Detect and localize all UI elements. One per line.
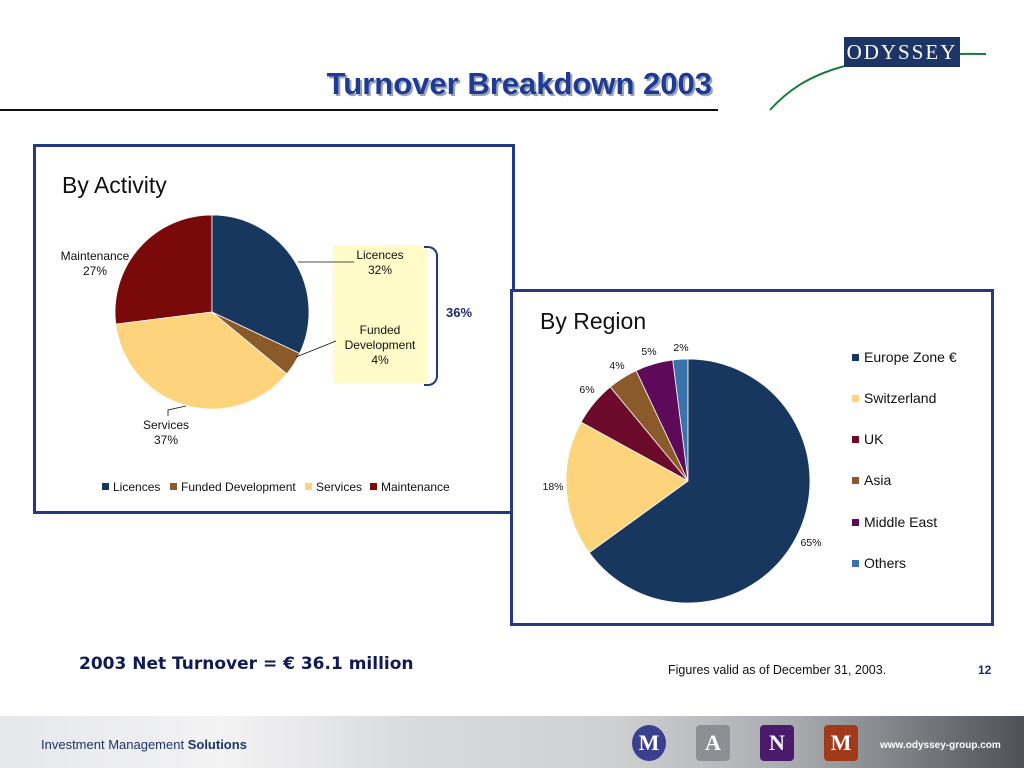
footer-band: Investment Management Solutions M A N M … <box>0 716 1024 768</box>
bracket-icon <box>424 246 438 386</box>
region-value-others: 2% <box>673 342 689 354</box>
region-value-uk: 6% <box>579 384 595 396</box>
legend-swatch-uk <box>852 435 859 443</box>
legend-swatch-services <box>305 483 312 491</box>
footer-tagline-bold: Solutions <box>187 737 247 752</box>
funded-label-value: 4% <box>371 353 389 367</box>
badge-icon-4: M <box>824 725 858 761</box>
legend-item-others: Others <box>852 555 906 571</box>
legend-swatch-licences <box>102 483 109 491</box>
badge-icon-2: A <box>696 725 730 761</box>
badge-icon-1: M <box>632 725 666 761</box>
legend-label-others: Others <box>864 555 907 571</box>
legend-label-services: Services <box>316 480 363 494</box>
footer-url: www.odyssey-group.com <box>880 740 1001 751</box>
legend-label-switzerland: Switzerland <box>864 390 937 406</box>
region-value-asia: 4% <box>609 360 625 372</box>
funded-label-name-2: Development <box>344 338 416 352</box>
legend-swatch-maintenance <box>370 483 377 491</box>
maintenance-label-value: 27% <box>82 264 108 278</box>
legend-item-licences: Licences <box>102 480 160 494</box>
page-title: Turnover Breakdown 2003 <box>326 66 712 101</box>
services-label-name: Services <box>142 418 189 432</box>
region-value-switzerland: 18% <box>542 481 564 493</box>
activity-panel <box>33 144 515 514</box>
title-rule <box>0 109 718 111</box>
legend-item-asia: Asia <box>852 472 891 488</box>
badge-icon-3: N <box>760 725 794 761</box>
activity-heading: By Activity <box>62 172 167 198</box>
region-value-middle-east: 5% <box>641 346 657 358</box>
legend-item-funded: Funded Development <box>170 480 296 494</box>
legend-swatch-europe <box>852 353 859 361</box>
legend-swatch-middle-east <box>852 518 859 526</box>
region-value-europe: 65% <box>800 537 822 549</box>
legend-item-maintenance: Maintenance <box>370 480 450 494</box>
bracket-total-label: 36% <box>446 305 473 320</box>
licences-label: Licences 32% <box>335 248 425 278</box>
legend-label-asia: Asia <box>864 472 892 488</box>
legend-item-uk: UK <box>852 431 883 447</box>
legend-item-services: Services <box>305 480 362 494</box>
legend-label-licences: Licences <box>113 480 161 494</box>
licences-label-name: Licences <box>356 248 404 262</box>
legend-item-europe: Europe Zone € <box>852 349 957 365</box>
funded-label: Funded Development 4% <box>335 323 425 368</box>
legend-swatch-others <box>852 559 859 567</box>
licences-label-value: 32% <box>367 263 393 277</box>
legend-swatch-funded <box>170 483 177 491</box>
services-label-value: 37% <box>153 433 179 447</box>
figures-valid-note: Figures valid as of December 31, 2003. <box>668 663 887 677</box>
region-heading: By Region <box>540 308 647 334</box>
licences-funded-callout <box>333 245 427 383</box>
legend-label-europe: Europe Zone € <box>864 349 957 365</box>
company-logo: ODYSSEY <box>764 32 994 114</box>
maintenance-label-name: Maintenance <box>60 249 130 263</box>
legend-label-funded: Funded Development <box>181 480 296 494</box>
maintenance-label: Maintenance 27% <box>52 249 138 279</box>
legend-label-middle-east: Middle East <box>864 514 938 530</box>
footer-tagline-prefix: Investment Management <box>41 737 185 752</box>
legend-item-middle-east: Middle East <box>852 514 937 530</box>
legend-swatch-asia <box>852 476 859 484</box>
page-number: 12 <box>978 663 992 677</box>
net-turnover-note: 2003 Net Turnover = € 36.1 million <box>79 654 414 674</box>
legend-label-uk: UK <box>864 431 884 447</box>
funded-label-name-1: Funded <box>359 323 401 337</box>
region-panel <box>510 289 994 626</box>
services-label: Services 37% <box>126 418 206 448</box>
legend-label-maintenance: Maintenance <box>381 480 450 494</box>
legend-item-switzerland: Switzerland <box>852 390 936 406</box>
logo-wordmark: ODYSSEY <box>844 37 960 67</box>
legend-swatch-switzerland <box>852 394 859 402</box>
footer-tagline: Investment Management Solutions <box>41 737 247 752</box>
